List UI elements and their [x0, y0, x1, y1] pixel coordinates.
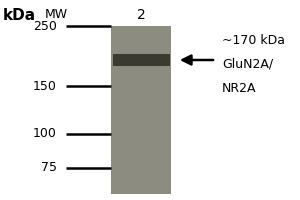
- Text: 250: 250: [33, 20, 57, 32]
- Text: 75: 75: [41, 161, 57, 174]
- Text: 2: 2: [136, 8, 146, 22]
- Bar: [112, 54, 170, 66]
- Text: ~170 kDa: ~170 kDa: [222, 33, 285, 46]
- Text: 100: 100: [33, 127, 57, 140]
- Text: kDa: kDa: [3, 8, 36, 23]
- Text: GluN2A/: GluN2A/: [222, 58, 273, 71]
- Text: NR2A: NR2A: [222, 82, 256, 95]
- Text: MW: MW: [45, 8, 68, 21]
- Text: 150: 150: [33, 80, 57, 93]
- Bar: [111, 26, 171, 194]
